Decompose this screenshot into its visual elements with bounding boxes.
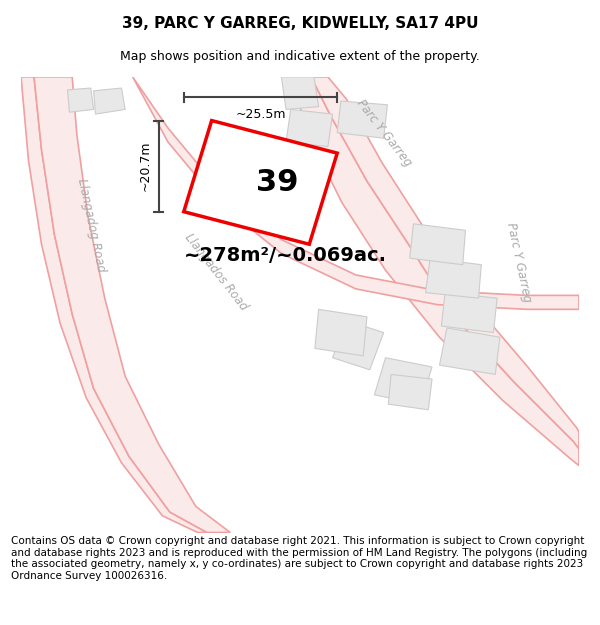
Polygon shape — [133, 77, 579, 309]
Polygon shape — [374, 357, 432, 404]
Polygon shape — [94, 88, 125, 114]
Polygon shape — [442, 292, 497, 332]
Polygon shape — [337, 101, 388, 138]
Polygon shape — [410, 224, 466, 265]
Text: Contains OS data © Crown copyright and database right 2021. This information is : Contains OS data © Crown copyright and d… — [11, 536, 587, 581]
Polygon shape — [388, 374, 432, 410]
Text: 39, PARC Y GARREG, KIDWELLY, SA17 4PU: 39, PARC Y GARREG, KIDWELLY, SA17 4PU — [122, 16, 478, 31]
Polygon shape — [315, 309, 367, 356]
Polygon shape — [281, 77, 319, 109]
Polygon shape — [68, 88, 94, 112]
Polygon shape — [332, 321, 383, 370]
Polygon shape — [425, 258, 481, 298]
Polygon shape — [439, 328, 500, 374]
Text: Llangadog Road: Llangadog Road — [74, 177, 107, 274]
Text: ~278m²/~0.069ac.: ~278m²/~0.069ac. — [184, 246, 387, 265]
Text: 39: 39 — [256, 168, 298, 197]
Polygon shape — [311, 77, 579, 449]
Text: Map shows position and indicative extent of the property.: Map shows position and indicative extent… — [120, 51, 480, 63]
Polygon shape — [184, 121, 337, 244]
Polygon shape — [291, 77, 579, 466]
Text: ~25.5m: ~25.5m — [235, 107, 286, 121]
Text: Parc Y Garreg: Parc Y Garreg — [353, 97, 414, 169]
Polygon shape — [21, 77, 207, 532]
Text: Parc Y Garreg: Parc Y Garreg — [504, 222, 533, 304]
Text: ~20.7m: ~20.7m — [138, 141, 151, 191]
Polygon shape — [34, 77, 230, 532]
Polygon shape — [286, 109, 332, 147]
Text: Llangados Road: Llangados Road — [182, 231, 250, 313]
